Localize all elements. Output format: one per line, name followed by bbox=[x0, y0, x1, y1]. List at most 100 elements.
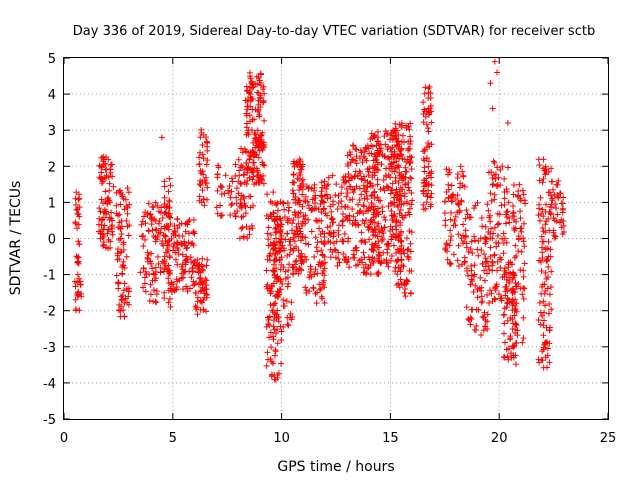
data-point-marker bbox=[279, 280, 286, 287]
data-point-marker bbox=[190, 228, 197, 235]
data-point-marker bbox=[321, 299, 328, 306]
data-point-marker bbox=[183, 256, 190, 263]
data-point-marker bbox=[515, 235, 522, 242]
data-point-marker bbox=[427, 102, 434, 109]
data-point-marker bbox=[297, 230, 304, 237]
data-point-marker bbox=[460, 221, 467, 228]
data-point-marker bbox=[491, 252, 498, 259]
data-point-marker bbox=[319, 198, 326, 205]
data-point-marker bbox=[509, 326, 516, 333]
data-point-marker bbox=[254, 81, 261, 88]
data-point-marker bbox=[305, 241, 312, 248]
data-point-marker bbox=[74, 292, 81, 299]
data-point-marker bbox=[447, 261, 454, 268]
data-point-marker bbox=[383, 256, 390, 263]
data-point-marker bbox=[193, 304, 200, 311]
data-point-marker bbox=[247, 204, 254, 211]
data-point-marker bbox=[270, 209, 277, 216]
data-point-marker bbox=[472, 282, 479, 289]
data-point-marker bbox=[469, 306, 476, 313]
data-point-marker bbox=[325, 181, 332, 188]
data-point-marker bbox=[397, 276, 404, 283]
data-point-marker bbox=[394, 271, 401, 278]
data-point-marker bbox=[243, 160, 250, 167]
data-point-marker bbox=[310, 284, 317, 291]
data-point-marker bbox=[318, 179, 325, 186]
data-point-marker bbox=[397, 147, 404, 154]
data-point-marker bbox=[507, 336, 514, 343]
data-point-marker bbox=[168, 235, 175, 242]
data-point-marker bbox=[387, 187, 394, 194]
data-point-marker bbox=[171, 222, 178, 229]
data-point-marker bbox=[366, 223, 373, 230]
data-point-marker bbox=[393, 226, 400, 233]
data-point-marker bbox=[374, 244, 381, 251]
data-point-marker bbox=[425, 105, 432, 112]
data-point-marker bbox=[305, 216, 312, 223]
data-point-marker bbox=[487, 80, 494, 87]
data-point-marker bbox=[274, 207, 281, 214]
data-point-marker bbox=[113, 272, 120, 279]
data-point-marker bbox=[384, 184, 391, 191]
data-point-marker bbox=[489, 262, 496, 269]
data-point-marker bbox=[235, 156, 242, 163]
data-point-marker bbox=[404, 278, 411, 285]
data-point-marker bbox=[426, 83, 433, 90]
data-point-marker bbox=[360, 210, 367, 217]
data-point-marker bbox=[102, 188, 109, 195]
data-point-marker bbox=[272, 310, 279, 317]
data-point-marker bbox=[248, 222, 255, 229]
data-point-marker bbox=[558, 216, 565, 223]
data-point-marker bbox=[387, 145, 394, 152]
data-point-marker bbox=[73, 207, 80, 214]
data-point-marker bbox=[344, 190, 351, 196]
data-point-marker bbox=[199, 299, 206, 306]
data-point-marker bbox=[547, 192, 554, 199]
data-point-marker bbox=[144, 258, 151, 265]
data-point-marker bbox=[542, 221, 549, 228]
data-point-marker bbox=[542, 269, 549, 276]
data-point-marker bbox=[472, 237, 479, 244]
data-point-marker bbox=[501, 201, 508, 208]
data-point-marker bbox=[246, 112, 253, 119]
data-point-marker bbox=[76, 275, 83, 282]
data-point-marker bbox=[367, 262, 374, 269]
data-point-marker bbox=[311, 200, 318, 207]
data-point-marker bbox=[190, 229, 197, 236]
data-point-marker bbox=[388, 236, 395, 243]
data-point-marker bbox=[148, 215, 155, 222]
data-point-marker bbox=[340, 251, 347, 258]
data-point-marker bbox=[385, 154, 392, 161]
data-point-marker bbox=[140, 265, 147, 272]
data-point-marker bbox=[268, 344, 275, 351]
data-point-marker bbox=[548, 306, 555, 313]
data-point-marker bbox=[446, 242, 453, 249]
data-point-marker bbox=[158, 134, 165, 141]
data-point-marker bbox=[271, 352, 278, 359]
data-point-marker bbox=[102, 210, 109, 217]
data-point-marker bbox=[491, 159, 498, 166]
data-point-marker bbox=[477, 274, 484, 281]
data-point-marker bbox=[292, 231, 299, 238]
data-point-marker bbox=[539, 313, 546, 320]
data-point-marker bbox=[540, 156, 547, 163]
data-point-marker bbox=[482, 255, 489, 262]
data-point-marker bbox=[382, 216, 389, 223]
data-point-marker bbox=[483, 236, 490, 243]
data-point-marker bbox=[275, 370, 282, 377]
data-point-marker bbox=[407, 240, 414, 247]
data-point-marker bbox=[125, 293, 132, 300]
data-point-marker bbox=[157, 269, 164, 276]
data-point-marker bbox=[250, 173, 257, 180]
data-point-marker bbox=[402, 164, 409, 171]
data-point-marker bbox=[119, 270, 126, 277]
data-point-marker bbox=[535, 356, 542, 363]
data-point-marker bbox=[98, 154, 105, 161]
data-point-marker bbox=[293, 159, 300, 166]
data-point-marker bbox=[244, 165, 251, 172]
y-tick-label: 1 bbox=[48, 196, 56, 211]
data-point-marker bbox=[258, 132, 265, 139]
data-point-marker bbox=[540, 298, 547, 305]
data-point-marker bbox=[284, 217, 291, 224]
data-point-marker bbox=[269, 267, 276, 274]
